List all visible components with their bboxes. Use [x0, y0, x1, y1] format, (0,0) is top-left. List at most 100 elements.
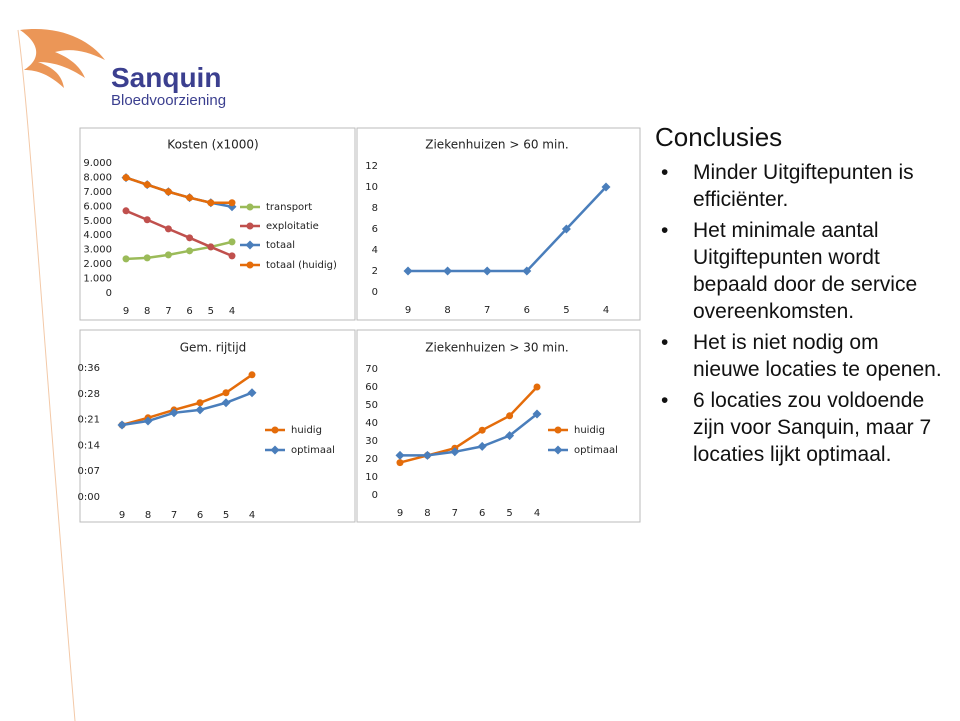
- series-line: [408, 186, 607, 273]
- y-tick-label: 0:00: [78, 492, 100, 503]
- legend-label: exploitatie: [266, 221, 319, 232]
- chart-frame: [356, 127, 641, 321]
- conclusion-item: Het minimale aantal Uitgiftepunten wordt…: [661, 217, 945, 325]
- data-point: [143, 216, 151, 224]
- x-tick-label: 8: [444, 305, 450, 316]
- legend-marker: [246, 203, 254, 211]
- legend-marker: [553, 445, 563, 455]
- data-point: [533, 383, 541, 391]
- x-tick-label: 8: [144, 306, 150, 317]
- data-point: [505, 431, 515, 441]
- x-tick-label: 5: [223, 510, 229, 521]
- x-tick-label: 9: [123, 306, 129, 317]
- data-point: [207, 243, 215, 251]
- data-point: [164, 225, 172, 233]
- x-tick-label: 4: [603, 305, 609, 316]
- y-tick-label: 60: [365, 382, 378, 393]
- legend-marker: [246, 261, 254, 269]
- legend-marker: [246, 222, 254, 230]
- data-point: [482, 266, 492, 276]
- chart-frame: [79, 127, 356, 321]
- y-tick-label: 12: [365, 161, 378, 172]
- data-point: [186, 194, 194, 202]
- y-tick-label: 70: [365, 364, 378, 375]
- x-tick-label: 8: [424, 508, 430, 519]
- data-point: [601, 182, 611, 192]
- logo-subtitle: Bloedvoorziening: [111, 92, 227, 109]
- data-point: [443, 266, 453, 276]
- data-point: [164, 251, 172, 259]
- conclusions: Conclusies Minder Uitgiftepunten is effi…: [655, 122, 945, 472]
- y-tick-label: 0: [372, 287, 378, 298]
- data-point: [207, 199, 215, 207]
- x-tick-label: 6: [186, 306, 192, 317]
- y-tick-label: 2: [372, 266, 378, 277]
- x-tick-label: 4: [534, 508, 540, 519]
- logo-bird: [20, 29, 105, 88]
- y-tick-label: 10: [365, 182, 378, 193]
- legend-label: optimaal: [574, 445, 618, 456]
- conclusion-item: 6 locaties zou voldoende zijn voor Sanqu…: [661, 387, 945, 468]
- legend-label: totaal (huidig): [266, 260, 337, 271]
- data-point: [196, 399, 204, 407]
- x-tick-label: 5: [208, 306, 214, 317]
- data-point: [143, 254, 151, 262]
- series-line: [125, 209, 233, 258]
- data-point: [248, 371, 256, 379]
- data-point: [478, 426, 486, 434]
- y-tick-label: 9.000: [83, 158, 112, 169]
- data-point: [143, 416, 153, 426]
- y-tick-label: 5.000: [83, 216, 112, 227]
- data-point: [228, 252, 236, 260]
- legend-label: optimaal: [291, 445, 335, 456]
- y-tick-label: 6: [372, 224, 378, 235]
- data-point: [122, 207, 130, 215]
- data-point: [122, 174, 130, 182]
- data-point: [522, 266, 532, 276]
- y-tick-label: 0: [372, 490, 378, 501]
- chart-title: Gem. rijtijd: [180, 341, 247, 355]
- legend-marker: [554, 426, 562, 434]
- y-tick-label: 8: [372, 203, 378, 214]
- data-point: [186, 247, 194, 255]
- x-tick-label: 4: [229, 306, 235, 317]
- series-line: [399, 386, 538, 464]
- data-point: [403, 266, 413, 276]
- x-tick-label: 5: [506, 508, 512, 519]
- y-tick-label: 20: [365, 454, 378, 465]
- y-tick-label: 30: [365, 436, 378, 447]
- y-tick-label: 50: [365, 400, 378, 411]
- legend-marker: [271, 426, 279, 434]
- data-point: [221, 398, 231, 408]
- y-tick-label: 0:07: [78, 466, 100, 477]
- data-point: [396, 459, 404, 467]
- conclusion-item: Het is niet nodig om nieuwe locaties te …: [661, 329, 945, 383]
- data-point: [222, 389, 230, 397]
- y-tick-label: 10: [365, 472, 378, 483]
- data-point: [532, 409, 542, 419]
- legend-label: huidig: [291, 425, 322, 436]
- x-tick-label: 6: [197, 510, 203, 521]
- y-tick-label: 3.000: [83, 245, 112, 256]
- chart-title: Ziekenhuizen > 60 min.: [425, 138, 569, 152]
- data-point: [186, 234, 194, 242]
- x-tick-label: 9: [397, 508, 403, 519]
- y-tick-label: 40: [365, 418, 378, 429]
- x-tick-label: 5: [563, 305, 569, 316]
- series-line: [400, 413, 538, 457]
- x-tick-label: 7: [484, 305, 490, 316]
- y-tick-label: 7.000: [83, 187, 112, 198]
- series-line: [121, 391, 253, 427]
- y-tick-label: 0:21: [78, 415, 100, 426]
- data-point: [122, 255, 130, 263]
- x-tick-label: 6: [479, 508, 485, 519]
- data-point: [247, 388, 257, 398]
- logo-name: Sanquin: [111, 62, 222, 93]
- conclusions-title: Conclusies: [655, 122, 783, 152]
- y-tick-label: 4.000: [83, 230, 112, 241]
- chart-frame: [356, 329, 641, 523]
- y-tick-label: 6.000: [83, 201, 112, 212]
- x-tick-label: 7: [171, 510, 177, 521]
